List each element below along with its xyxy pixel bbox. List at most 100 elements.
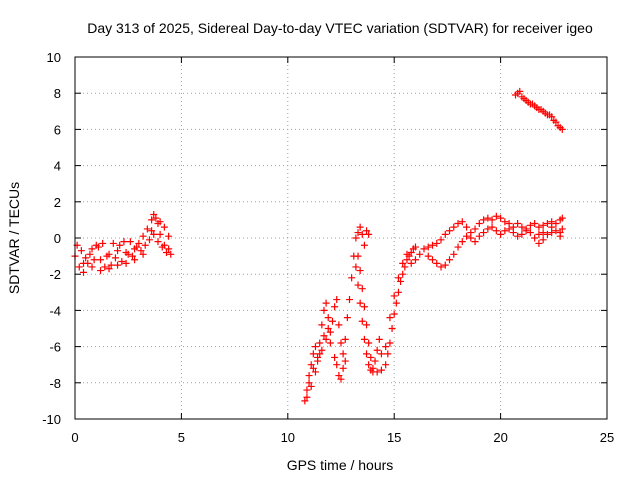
data-point-plus [356, 267, 364, 275]
y-tick-label: 2 [54, 195, 61, 210]
data-point-plus [156, 218, 164, 226]
data-point-plus [501, 227, 509, 235]
data-point-plus [346, 296, 354, 304]
data-point-plus [437, 263, 445, 271]
data-point-plus [407, 248, 415, 256]
data-point-plus [360, 241, 368, 249]
data-point-plus [348, 274, 356, 282]
data-point-plus [311, 343, 319, 351]
series-segment-2 [301, 223, 373, 405]
data-point-plus [365, 339, 373, 347]
data-point-plus [488, 223, 496, 231]
data-point-plus [382, 343, 390, 351]
data-point-plus [88, 245, 96, 253]
data-point-plus [416, 250, 424, 258]
data-point-plus [424, 252, 432, 260]
data-point-plus [163, 248, 171, 256]
y-tick-label: 0 [54, 231, 61, 246]
data-point-plus [352, 234, 360, 242]
y-tick-label: 6 [54, 122, 61, 137]
data-point-plus [371, 357, 379, 365]
data-point-plus [392, 299, 400, 307]
data-point-plus [122, 259, 130, 267]
data-point-plus [535, 239, 543, 247]
data-point-plus [458, 238, 466, 246]
data-point-plus [471, 238, 479, 246]
data-point-plus [80, 268, 88, 276]
data-point-plus [307, 361, 315, 369]
data-point-plus [97, 267, 105, 275]
data-point-plus [331, 303, 339, 311]
y-tick-label: 10 [47, 50, 61, 65]
data-point-plus [101, 263, 109, 271]
data-point-plus [80, 259, 88, 267]
data-point-plus [309, 350, 317, 358]
data-point-plus [463, 223, 471, 231]
data-point-plus [441, 261, 449, 269]
series-segment-3 [352, 212, 566, 376]
x-axis-ticks: 0 5 10 15 20 25 [71, 57, 614, 445]
data-point-plus [358, 230, 366, 238]
series-segment-4 [511, 87, 566, 133]
data-point-plus [382, 361, 390, 369]
data-point-plus [94, 243, 102, 251]
data-point-plus [492, 227, 500, 235]
data-point-plus [480, 229, 488, 237]
data-point-plus [139, 250, 147, 258]
data-point-plus [543, 230, 551, 238]
data-point-plus [333, 361, 341, 369]
data-point-plus [343, 314, 351, 322]
data-point-plus [363, 321, 371, 329]
data-point-plus [407, 259, 415, 267]
y-tick-label: -10 [42, 412, 61, 427]
data-point-plus [77, 247, 85, 255]
data-point-plus [548, 223, 556, 231]
data-point-plus [388, 325, 396, 332]
data-point-plus [141, 241, 149, 249]
data-point-plus [450, 250, 458, 258]
data-point-plus [384, 350, 392, 358]
y-tick-label: -4 [49, 303, 61, 318]
data-point-plus [333, 296, 341, 304]
data-point-plus [454, 243, 462, 251]
data-point-plus [429, 256, 437, 264]
data-point-plus [135, 239, 143, 247]
data-point-plus [167, 250, 175, 258]
x-tick-label: 15 [387, 430, 401, 445]
data-point-plus [373, 346, 381, 354]
data-point-plus [497, 230, 505, 238]
data-point-plus [326, 328, 334, 336]
data-point-plus [399, 270, 407, 278]
data-point-plus [420, 245, 428, 253]
data-point-plus [454, 220, 462, 228]
data-point-plus [360, 303, 368, 311]
data-point-plus [322, 299, 330, 307]
data-point-plus [75, 263, 83, 271]
data-point-plus [394, 288, 402, 296]
data-point-plus [386, 339, 394, 347]
data-point-plus [463, 232, 471, 240]
x-tick-label: 20 [493, 430, 507, 445]
data-point-plus [480, 216, 488, 224]
data-point-plus [467, 234, 475, 242]
data-point-plus [501, 218, 509, 226]
data-point-plus [318, 321, 326, 329]
data-point-plus [103, 252, 111, 260]
data-point-plus [403, 250, 411, 258]
data-point-plus [446, 256, 454, 264]
data-point-plus [354, 252, 362, 260]
data-point-plus [358, 285, 366, 293]
data-point-plus [539, 229, 547, 237]
data-point-plus [337, 339, 345, 347]
x-tick-label: 5 [178, 430, 185, 445]
data-point-plus [471, 225, 479, 233]
data-point-plus [535, 230, 543, 238]
data-point-plus [433, 239, 441, 247]
data-point-plus [558, 214, 566, 222]
data-point-plus [492, 212, 500, 220]
data-point-plus [320, 332, 328, 340]
data-point-plus [314, 357, 322, 365]
data-point-plus [373, 368, 381, 376]
data-point-plus [109, 239, 117, 247]
data-point-plus [156, 230, 164, 238]
